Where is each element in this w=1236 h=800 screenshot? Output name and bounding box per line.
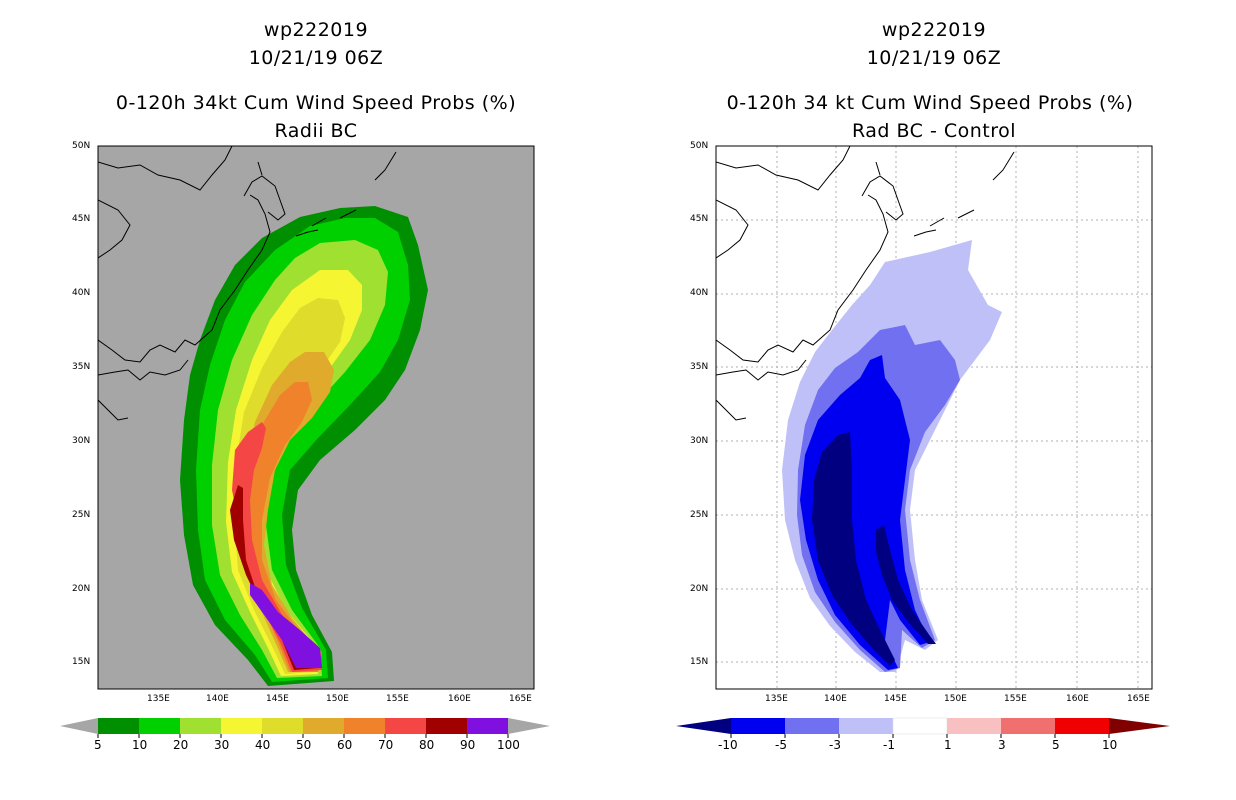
left-colorbar-label-70: 70 — [378, 738, 394, 752]
left-lat-label-35n: 35N — [72, 362, 91, 372]
left-colorbar-bin-6 — [303, 718, 344, 734]
left-lon-label-160e: 160E — [448, 694, 471, 704]
contour-90 — [250, 583, 322, 668]
right-lat-label-50n: 50N — [690, 141, 709, 151]
left-lat-label-20n: 20N — [72, 584, 91, 594]
right-colorbar-bin-4 — [892, 717, 948, 735]
right-colorbar-label-5: 5 — [1052, 738, 1060, 752]
diff-contour-darkest-west — [812, 432, 895, 666]
right-lon-label-155e: 155E — [1004, 694, 1027, 704]
right-title-subtitle: Rad BC - Control — [851, 120, 1017, 142]
left-colorbar-label-50: 50 — [296, 738, 312, 752]
right-lon-label-160e: 160E — [1066, 694, 1089, 704]
right-colorbar-bin-3 — [839, 718, 893, 734]
left-probability-contours — [180, 206, 428, 686]
right-colorbar-label-10: 10 — [1102, 738, 1118, 752]
left-lon-label-140e: 140E — [206, 694, 229, 704]
left-colorbar-high-arrow — [508, 718, 550, 734]
right-coastlines — [716, 146, 1015, 421]
right-colorbar-label-3: 3 — [998, 738, 1006, 752]
right-colorbar-label-neg3: -3 — [829, 738, 841, 752]
right-lat-label-15n: 15N — [690, 657, 709, 667]
right-lon-label-150e: 150E — [944, 694, 967, 704]
left-colorbar-bin-5 — [262, 718, 303, 734]
left-colorbar-bin-4 — [221, 718, 262, 734]
left-colorbar-bin-3 — [180, 718, 221, 734]
left-colorbar-bin-8 — [385, 718, 426, 734]
right-colorbar-bin-2 — [785, 718, 839, 734]
right-title-product: 0-120h 34 kt Cum Wind Speed Probs (%) — [726, 92, 1134, 114]
left-lon-label-150e: 150E — [326, 694, 349, 704]
right-lat-label-40n: 40N — [690, 288, 709, 298]
right-lon-label-135e: 135E — [765, 694, 788, 704]
left-colorbar-label-40: 40 — [255, 738, 271, 752]
left-colorbar-label-10: 10 — [132, 738, 148, 752]
left-coastlines — [98, 146, 397, 421]
left-colorbar-label-20: 20 — [173, 738, 189, 752]
left-map-frame — [97, 145, 535, 690]
right-difference-contours — [782, 240, 1002, 672]
right-lon-label-165e: 165E — [1127, 694, 1150, 704]
left-lat-label-25n: 25N — [72, 510, 91, 520]
right-lat-label-30n: 30N — [690, 436, 709, 446]
left-lon-label-135e: 135E — [147, 694, 170, 704]
right-title-datetime: 10/21/19 06Z — [866, 47, 1002, 69]
right-lon-label-140e: 140E — [824, 694, 847, 704]
right-colorbar — [676, 717, 1170, 738]
right-lat-label-20n: 20N — [690, 584, 709, 594]
right-lon-label-145e: 145E — [884, 694, 907, 704]
left-lat-label-50n: 50N — [72, 141, 91, 151]
left-lat-label-30n: 30N — [72, 436, 91, 446]
left-colorbar-label-5: 5 — [94, 738, 102, 752]
left-lon-label-165e: 165E — [509, 694, 532, 704]
left-lat-label-40n: 40N — [72, 288, 91, 298]
left-colorbar-bin-10 — [467, 718, 508, 734]
left-colorbar-bin-2 — [139, 718, 180, 734]
right-colorbar-bin-1 — [731, 718, 785, 734]
right-colorbar-label-neg10: -10 — [718, 738, 738, 752]
left-lon-label-145e: 145E — [266, 694, 289, 704]
left-title-subtitle: Radii BC — [274, 120, 358, 142]
right-colorbar-high-arrow — [1109, 718, 1170, 734]
right-colorbar-label-neg5: -5 — [775, 738, 787, 752]
left-colorbar-label-60: 60 — [337, 738, 353, 752]
right-map-frame — [715, 145, 1153, 690]
left-colorbar-label-90: 90 — [460, 738, 476, 752]
right-colorbar-bin-7 — [1055, 718, 1109, 734]
left-title-storm-id: wp222019 — [263, 19, 369, 41]
left-colorbar-bin-1 — [98, 718, 139, 734]
left-title-datetime: 10/21/19 06Z — [248, 47, 384, 69]
left-colorbar-bin-7 — [344, 718, 385, 734]
right-lat-label-45n: 45N — [690, 214, 709, 224]
left-lat-label-45n: 45N — [72, 214, 91, 224]
left-colorbar-low-arrow — [60, 718, 98, 734]
left-lon-label-155e: 155E — [386, 694, 409, 704]
right-colorbar-bin-6 — [1001, 718, 1055, 734]
right-colorbar-low-arrow — [676, 718, 731, 734]
right-colorbar-bin-5 — [947, 718, 1001, 734]
diff-contour-darkest-east — [876, 525, 936, 644]
left-colorbar-label-30: 30 — [214, 738, 230, 752]
left-title-product: 0-120h 34kt Cum Wind Speed Probs (%) — [115, 92, 517, 114]
left-lat-label-15n: 15N — [72, 657, 91, 667]
right-lat-label-25n: 25N — [690, 510, 709, 520]
left-colorbar — [60, 718, 550, 738]
left-colorbar-label-100: 100 — [497, 738, 520, 752]
left-map — [97, 145, 535, 690]
right-title-storm-id: wp222019 — [881, 19, 987, 41]
right-map — [715, 145, 1153, 690]
right-lat-label-35n: 35N — [690, 362, 709, 372]
right-colorbar-label-1: 1 — [944, 738, 952, 752]
right-colorbar-label-neg1: -1 — [883, 738, 895, 752]
left-colorbar-label-80: 80 — [419, 738, 435, 752]
left-colorbar-bin-9 — [426, 718, 467, 734]
